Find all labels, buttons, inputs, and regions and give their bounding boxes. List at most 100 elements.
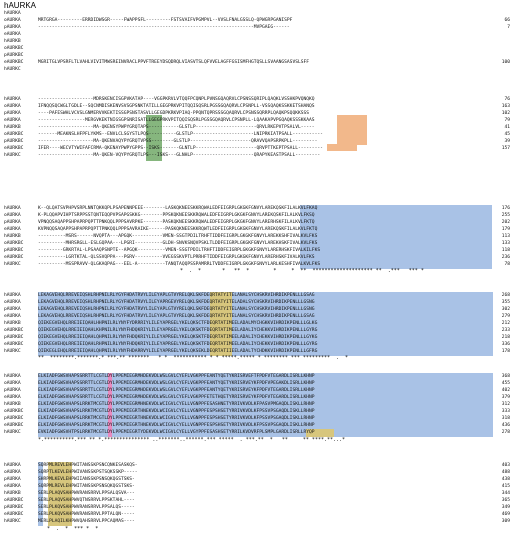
sequence-residues: K--QLQATSVPHPVSRPLNNTQKKQPLPSAPENNPEEE--… <box>38 206 318 211</box>
sequence-residues: ELKIADFGWSVHAPSSRRTTLCGTLDYLPPEMIEGRMHDE… <box>38 388 315 393</box>
sequence-name: pAURKBC <box>4 248 24 253</box>
sequence-residues: ----------MSSPRAVV-QLGKAQPAG---EEL-A----… <box>38 262 321 267</box>
sequence-residues: IFNQQSQCWGLTGDLE--SQCNMDISKENVSVSGPSNKTA… <box>38 104 315 109</box>
alignment-row: pAURKA ELKIADFGWSVHAPSSRRTTLCGTLDYLPPEMI… <box>4 387 510 394</box>
residue-count: 39 <box>504 139 510 144</box>
sequence-name: pAURKA <box>4 111 21 116</box>
sequence-residues: QIEKEGLEHQLRREIEIQAHLQHPNILRLYNYFHDARRVY… <box>38 349 318 354</box>
residue-count: 7 <box>507 25 510 30</box>
residue-count: 113 <box>501 234 510 239</box>
residue-count: 438 <box>501 477 510 482</box>
alignment-row: pAURKA LEKAGVEHQLRREVEIQSHLRHPNILRLYGYFH… <box>4 306 510 313</box>
sequence-name: pAURKBC <box>4 505 24 510</box>
residue-count: 333 <box>501 409 510 414</box>
alignment-row: oAURKBC -------MEAKNSLHFPFLYKMS--ENVLCLS… <box>4 131 510 138</box>
residue-count: 236 <box>501 255 510 260</box>
residue-count: 102 <box>501 111 510 116</box>
residue-count: 488 <box>501 470 510 475</box>
sequence-name: hAURKA <box>4 206 21 211</box>
sequence-name: oAURKA <box>4 300 21 305</box>
sequence-name: eAURKA <box>4 395 21 400</box>
sequence-residues: MRTGRGA---------ERRDIDWSGR-----FWAPPSFL-… <box>38 18 293 23</box>
residue-count: 41 <box>504 125 510 130</box>
sequence-residues: K-PLQQAPVIHPTSRPPSSTQNTEQQPVPSAPGSKKG---… <box>38 213 315 218</box>
alignment-row: pAURKBC QIEKEGVEHQLRREIEIQAHLQHPNILRLYNY… <box>4 334 510 341</box>
sequence-residues: SQRPMLREVLEHPWITANSSKPSNCQNKESASKQS- <box>38 463 138 468</box>
sequence-residues: MERLPLAQILKHPWVQAHSRRVLPPCAQMAS---- <box>38 519 135 524</box>
alignment-row: eAURKA -----------------MERGVKEKTNIGSGPS… <box>4 117 510 124</box>
alignment-row: oAURKA IFNQQSQCWGLTGDLE--SQCNMDISKENVSVS… <box>4 103 510 110</box>
sequence-name: eAURKA <box>4 314 21 319</box>
alignment-row: oAURKBC <box>4 45 510 52</box>
residue-count: 66 <box>504 18 510 23</box>
alignment-row: eAURKBC QIEKEGVEHQLRREIEIQAHLRHPNILRLYNY… <box>4 341 510 348</box>
sequence-name: hAURKA <box>4 463 21 468</box>
residue-count: 309 <box>501 519 510 524</box>
residue-count: 118 <box>501 248 510 253</box>
residue-count: 255 <box>501 213 510 218</box>
sequence-name: hAURKB <box>4 125 21 130</box>
alignment-row: hAURKA K--QLQATSVPHPVSRPLNNTQKKQPLPSAPEN… <box>4 205 510 212</box>
residue-count: 79 <box>504 118 510 123</box>
consensus-line: *.**********.*** ** *.*************** ..… <box>38 437 346 443</box>
residue-count: 312 <box>501 402 510 407</box>
sequence-residues: LEKAGVEHQLRREVEIQSHLRHPNILRLYGYFHDATRVYL… <box>38 314 315 319</box>
consensus-line: * . * * ** * * * ** ********************… <box>180 268 424 274</box>
alignment-row: hAURKB --------------------MA-QKENSYPWPY… <box>4 124 510 131</box>
residue-count: 469 <box>501 512 510 517</box>
sequence-name: hAURKB <box>4 491 21 496</box>
alignment-row: pAURKA SHRPMLKEVLEHPWIIANSSKPSNSQKQGSTSK… <box>4 476 510 483</box>
sequence-residues: ELKIADFGWSVHAPSLRRKTMCGTLDYLPPEMIEGRTHNE… <box>38 416 315 421</box>
sequence-residues: -------MEAKNSLHFPFLYKMS--ENVLCLSGYSTLPQS… <box>38 132 323 137</box>
sequence-residues: --------------------MA-QKENSYPWPYGRQTAPS… <box>38 125 315 130</box>
alignment-row: pAURKBC ELKIADFGWSVHAPSLRRKTMCGTLDYLPPEM… <box>4 415 510 422</box>
sequence-residues: SQRPMLREVLEHPWITANSSKPSNSQKQGSTSKS- <box>38 484 135 489</box>
highlight-kinase-domain-b4 <box>38 292 493 356</box>
alignment-row: hAURKB QIEKEGVEHQLRREIEIQAHLHHPNILRLYNYF… <box>4 320 510 327</box>
alignment-row: hAURKA SQRPMLREVLEHPWITANSSKPSNCQNKESASK… <box>4 462 510 469</box>
alignment-row: hAURKB <box>4 38 510 45</box>
consensus-line: * . * *** * * <box>38 526 99 532</box>
alignment-row: hAURKC <box>4 66 510 73</box>
alignment-row: eAURKBC ELKIADFGWSVHAPSLRRKTMCGTLDYLPPEM… <box>4 422 510 429</box>
residue-count: 133 <box>501 241 510 246</box>
sequence-residues: EVKIADFGWSVHTPSLRRKTMCGTLDYLPPEMIEGRTYDE… <box>38 430 315 435</box>
sequence-residues: VPNQQSAQAPPSHPAPRPQPTTPNKQQLPPPSAVRPKE--… <box>38 220 315 225</box>
alignment-row: hAURKC QIEKEGLEHQLRREIEIQAHLQHPNILRLYNYF… <box>4 348 510 355</box>
residue-count: 78 <box>504 262 510 267</box>
alignment-row: oAURKA SQRPTLKEVLEHPWIVANSSKPSTSQKSSKP--… <box>4 469 510 476</box>
alignment-row: oAURKBC ELKIADFGWSVHAPSLRRKTMCGTLDYLPPEM… <box>4 408 510 415</box>
residue-count: 278 <box>501 430 510 435</box>
alignment-row: pAURKBC SERLPLKQVSAHPWVRANSRRVLPPSALQS--… <box>4 504 510 511</box>
sequence-name: eAURKBC <box>4 512 24 517</box>
sequence-residues: ----------MHRSRGLL-ESLGQPAA---LPGRI-----… <box>38 241 318 246</box>
sequence-name: eAURKBC <box>4 60 24 65</box>
alignment-row: oAURKBC QIEKEGVEHQLRREIEIQAHLKHPNILRLYNY… <box>4 327 510 334</box>
sequence-residues: ELKIADFGWSVHAPSLRRKTMCGTLDYLPPEMIEGRTHNE… <box>38 423 315 428</box>
residue-count: 436 <box>501 423 510 428</box>
alignment-row: hAURKB SERLPLAQVSAHPWVRANSRRVLPPSALQSVA-… <box>4 490 510 497</box>
sequence-residues: ---------GRKRTAL-LPSAAQPSNPTE--APGQK----… <box>38 248 321 253</box>
sequence-residues: LEKAGVEHQLRREVEIQSHLRHPNILRLYGYFHDATRVYL… <box>38 300 315 305</box>
alignment-row: eAURKBC SERLPLKQVSAHPWVRANSRRVLPPTALQN--… <box>4 511 510 518</box>
sequence-name: eAURKBC <box>4 423 24 428</box>
sequence-name: pAURKA <box>4 477 21 482</box>
sequence-name: pAURKA <box>4 388 21 393</box>
sequence-name: hAURKB <box>4 234 21 239</box>
sequence-name: eAURKBC <box>4 342 24 347</box>
residue-count: 163 <box>501 104 510 109</box>
sequence-residues: --------------------MA-QKEN-VQYPYGRQTLPS… <box>38 153 321 158</box>
sequence-residues: IFER----WECVTYWIFAFCRMA-QKENAYPWPYGPPS--… <box>38 146 323 151</box>
alignment-row: hAURKB ----------MSRS------NVQPTA---APGQ… <box>4 233 510 240</box>
sequence-residues: ----PAFESWHLVCVSLGNMERVVKEKTISSGPSNSTASV… <box>38 111 310 116</box>
sequence-name: oAURKBC <box>4 241 24 246</box>
sequence-residues: ----------------------------------------… <box>38 25 290 30</box>
sequence-name: hAURKC <box>4 262 21 267</box>
sequence-name: eAURKA <box>4 484 21 489</box>
alignment-row: pAURKBC --------------------MA-QKENVAQYP… <box>4 138 510 145</box>
alignment-row: pAURKA VPNQQSAQAPPSHPAPRPQPTTPNKQQLPPPSA… <box>4 219 510 226</box>
sequence-name: eAURKA <box>4 32 21 37</box>
sequence-residues: QIEKEGVEHQLRREIEIQAHLKHPNILRLYNYFHDQKRIY… <box>38 328 318 333</box>
alignment-row: eAURKBC ----------LGRTKTAL-QLSSVQPPA---P… <box>4 254 510 261</box>
